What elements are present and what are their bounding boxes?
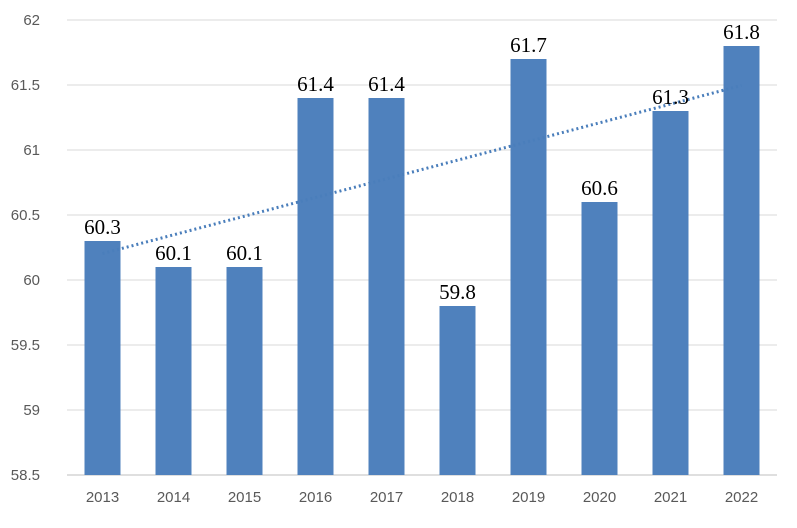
bar-series bbox=[84, 46, 760, 475]
bar-2017 bbox=[368, 98, 405, 475]
x-axis-tick-labels: 2013 2014 2015 2016 2017 2018 2019 2020 2021 2022 bbox=[86, 489, 758, 506]
x-tick-label: 2014 bbox=[157, 489, 190, 506]
y-tick-label: 61 bbox=[23, 142, 40, 159]
y-axis-tick-labels: 58.5 59 59.5 60 60.5 61 61.5 62 bbox=[11, 12, 40, 484]
trendline bbox=[102, 84, 742, 255]
x-tick-label: 2018 bbox=[441, 489, 474, 506]
y-tick-label: 59 bbox=[23, 402, 40, 419]
bar-2021 bbox=[652, 111, 689, 475]
data-labels: 60.3 60.1 60.1 61.4 61.4 59.8 61.7 60.6 61.3 61.8 bbox=[84, 20, 760, 304]
data-label: 61.3 bbox=[652, 85, 689, 109]
x-tick-label: 2017 bbox=[370, 489, 403, 506]
bar-2013 bbox=[84, 241, 121, 475]
bar-2020 bbox=[581, 202, 618, 475]
x-tick-label: 2015 bbox=[228, 489, 261, 506]
bar-2014 bbox=[155, 267, 192, 475]
data-label: 61.4 bbox=[368, 72, 405, 96]
y-tick-label: 58.5 bbox=[11, 467, 40, 484]
data-label: 61.7 bbox=[510, 33, 547, 57]
bar-2018 bbox=[439, 306, 476, 475]
x-tick-label: 2016 bbox=[299, 489, 332, 506]
data-label: 61.4 bbox=[297, 72, 334, 96]
x-tick-label: 2021 bbox=[654, 489, 687, 506]
x-tick-label: 2019 bbox=[512, 489, 545, 506]
data-label: 61.8 bbox=[723, 20, 760, 44]
y-tick-label: 62 bbox=[23, 12, 40, 29]
data-label: 60.3 bbox=[84, 215, 121, 239]
data-label: 60.6 bbox=[581, 176, 618, 200]
x-tick-label: 2022 bbox=[725, 489, 758, 506]
x-tick-label: 2020 bbox=[583, 489, 616, 506]
y-tick-label: 61.5 bbox=[11, 77, 40, 94]
data-label: 60.1 bbox=[226, 241, 263, 265]
bar-2022 bbox=[723, 46, 760, 475]
trendline-layer bbox=[102, 84, 742, 255]
bar-2019 bbox=[510, 59, 547, 475]
bar-2016 bbox=[297, 98, 334, 475]
y-tick-label: 60 bbox=[23, 272, 40, 289]
bar-2015 bbox=[226, 267, 263, 475]
y-tick-label: 59.5 bbox=[11, 337, 40, 354]
data-label: 59.8 bbox=[439, 280, 476, 304]
data-label: 60.1 bbox=[155, 241, 192, 265]
x-tick-label: 2013 bbox=[86, 489, 119, 506]
y-tick-label: 60.5 bbox=[11, 207, 40, 224]
